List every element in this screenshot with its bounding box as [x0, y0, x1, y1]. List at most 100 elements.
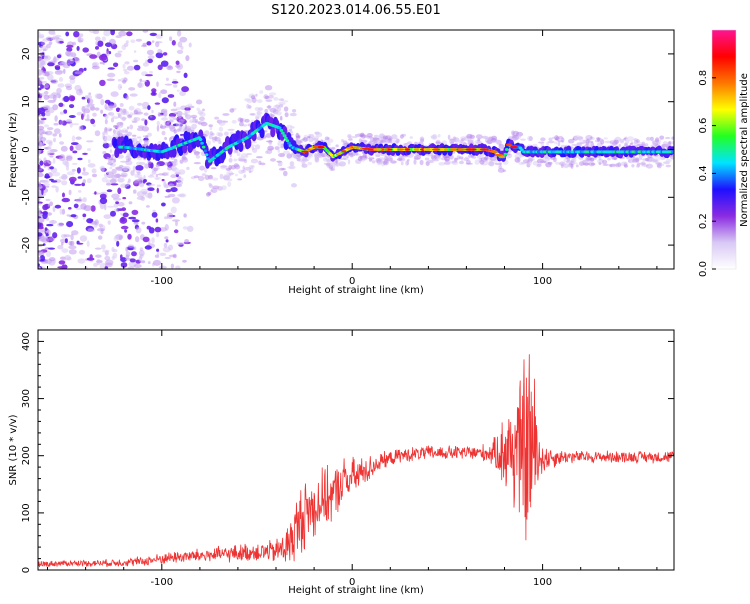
spectrogram-noise-speckle: [91, 168, 97, 174]
spectrogram-noise-speckle: [164, 195, 171, 198]
spectrogram-halo-speckle: [527, 135, 533, 142]
spectrogram-halo-speckle: [278, 167, 285, 171]
spectrogram-halo-speckle: [468, 154, 475, 158]
spectrogram-halo-speckle: [291, 183, 297, 188]
spectrogram-halo-speckle: [107, 160, 113, 164]
spectrogram-noise-speckle: [133, 264, 142, 268]
spectrogram-halo-speckle: [219, 173, 224, 180]
spectrogram-noise-speckle: [103, 203, 107, 211]
spectrogram-noise-speckle: [82, 167, 86, 172]
spectrogram-noise-speckle: [71, 162, 78, 165]
spectrogram-halo-speckle: [650, 138, 653, 141]
spectrogram-noise-speckle: [43, 55, 49, 59]
spectrogram-noise-speckle: [86, 218, 93, 224]
spectrogram-noise-speckle: [61, 175, 65, 180]
spectrogram-halo-speckle: [243, 174, 247, 179]
spectrogram-x-tick-label: 100: [533, 276, 552, 287]
snr-y-tick-label: 400: [21, 332, 32, 351]
spectrogram-halo-speckle: [139, 183, 145, 188]
spectrogram-halo-speckle: [536, 164, 541, 168]
spectrogram-halo-speckle: [419, 159, 424, 166]
spectrogram-halo-speckle: [125, 155, 130, 158]
spectrogram-halo-speckle: [453, 137, 460, 143]
spectrogram-halo-speckle: [663, 161, 670, 165]
spectrogram-noise-speckle: [61, 241, 64, 246]
spectrogram-halo-speckle: [120, 172, 128, 178]
spectrogram-noise-speckle: [59, 141, 65, 145]
spectrogram-halo-speckle: [155, 173, 159, 178]
spectrogram-core: [671, 150, 674, 154]
spectrogram-halo-speckle: [466, 133, 473, 139]
spectrogram-halo-speckle: [432, 158, 439, 161]
spectrogram-noise-speckle: [47, 150, 51, 157]
spectrogram-halo-speckle: [467, 139, 474, 144]
spectrogram-halo-speckle: [248, 170, 252, 174]
spectrogram-halo-speckle: [228, 172, 235, 175]
spectrogram-noise-speckle: [104, 255, 111, 261]
spectrogram-noise-speckle: [51, 219, 55, 225]
spectrogram-noise-speckle: [45, 110, 51, 117]
spectrogram-halo-speckle: [628, 159, 631, 163]
spectrogram-noise-speckle: [117, 83, 123, 91]
spectrogram-noise-speckle: [52, 232, 58, 239]
spectrogram-halo-speckle: [190, 114, 198, 119]
spectrogram-noise-speckle: [148, 227, 155, 234]
spectrogram-noise-speckle: [65, 50, 71, 57]
spectrogram-noise-speckle: [110, 30, 115, 36]
spectrogram-noise-speckle: [141, 80, 148, 83]
spectrogram-band: [182, 143, 188, 154]
spectrogram-halo-speckle: [238, 169, 245, 174]
spectrogram-noise-speckle: [154, 102, 161, 105]
spectrogram-noise-speckle: [76, 242, 84, 245]
spectrogram-noise-speckle: [102, 142, 110, 149]
spectrogram-noise-speckle: [53, 128, 61, 135]
spectrogram-halo-speckle: [295, 135, 301, 139]
spectrogram-halo-speckle: [250, 158, 259, 164]
spectrogram-halo-speckle: [554, 135, 559, 141]
spectrogram-noise-speckle: [120, 254, 123, 259]
spectrogram-noise-speckle: [114, 52, 122, 58]
spectrogram-halo-speckle: [103, 140, 107, 145]
spectrogram-noise-speckle: [53, 137, 56, 143]
spectrogram-noise-speckle: [135, 236, 140, 243]
spectrogram-halo-speckle: [109, 128, 113, 131]
spectrogram-noise-speckle: [114, 208, 119, 212]
spectrogram-core: [284, 136, 288, 140]
spectrogram-noise-speckle: [176, 241, 185, 246]
spectrogram-noise-speckle: [167, 65, 172, 69]
spectrogram-halo-speckle: [655, 137, 660, 143]
spectrogram-noise-speckle: [38, 87, 42, 91]
spectrogram-halo-speckle: [156, 184, 161, 187]
spectrogram-halo-speckle: [572, 157, 577, 163]
spectrogram-halo-speckle: [164, 162, 171, 166]
spectrogram-noise-speckle: [38, 202, 42, 206]
spectrogram-noise-speckle: [81, 171, 89, 176]
spectrogram-halo-speckle: [642, 158, 648, 161]
spectrogram-halo-speckle: [278, 98, 285, 102]
spectrogram-halo-speckle: [589, 157, 595, 162]
spectrogram-noise-speckle: [136, 102, 143, 106]
spectrogram-noise-speckle: [127, 266, 135, 269]
spectrogram-halo-speckle: [273, 97, 279, 101]
snr-y-tick-label: 0: [21, 567, 32, 573]
spectrogram-halo-speckle: [631, 158, 634, 162]
spectrogram-halo-speckle: [289, 112, 297, 117]
spectrogram-noise-speckle: [95, 40, 98, 46]
spectrogram-noise-speckle: [38, 216, 42, 219]
spectrogram-noise-speckle: [99, 79, 106, 87]
spectrogram-noise-speckle: [109, 149, 113, 153]
spectrogram-noise-speckle: [176, 49, 184, 55]
spectrogram-noise-speckle: [44, 227, 48, 232]
spectrogram-noise-speckle: [90, 118, 95, 125]
spectrogram-noise-speckle: [110, 183, 119, 186]
spectrogram-halo-speckle: [609, 140, 616, 145]
spectrogram-halo-speckle: [649, 157, 654, 161]
spectrogram-halo-speckle: [623, 164, 629, 168]
spectrogram-halo-speckle: [538, 141, 545, 144]
spectrogram-noise-speckle: [142, 179, 146, 184]
spectrogram-halo-speckle: [136, 111, 143, 115]
spectrogram-noise-speckle: [170, 206, 177, 214]
spectrogram-halo-speckle: [242, 165, 245, 172]
spectrogram-noise-speckle: [125, 95, 129, 100]
